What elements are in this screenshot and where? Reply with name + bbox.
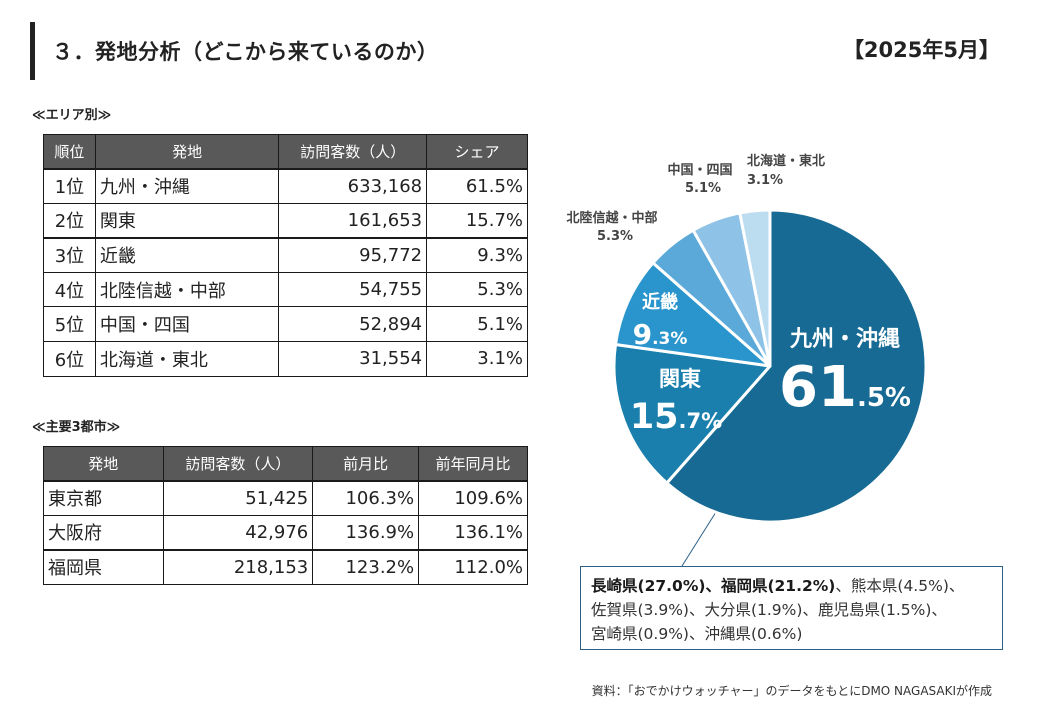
city-table: 発地 訪問客数（人） 前月比 前年同月比 東京都 51,425 106.3% 1… [43,446,528,585]
rank-cell: 2位 [43,202,96,239]
report-period: 【2025年5月】 [842,38,1000,62]
pie-slice [665,208,928,524]
table-row: 東京都 51,425 106.3% 109.6% [43,479,528,516]
origin-cell: 九州・沖縄 [94,167,280,204]
slice-value: 61.5% [779,355,911,420]
slice-value: 5.3% [597,229,633,244]
share-cell: 15.7% [426,202,528,239]
yoy-cell: 112.0% [418,548,528,585]
origin-cell: 中国・四国 [94,306,280,342]
mom-cell: 123.2% [312,548,420,585]
visitors-cell: 218,153 [162,548,314,585]
area-section-label: ≪エリア別≫ [32,108,112,123]
share-cell: 9.3% [426,236,528,273]
rank-cell: 3位 [43,236,96,273]
column-header-origin: 発地 [94,134,280,169]
source-note: 資料：「おでかけウォッチャー」のデータをもとにDMO NAGASAKIが作成 [591,684,992,698]
pie-slice [613,261,772,368]
share-cell: 61.5% [426,167,528,204]
note-leader-line [681,511,717,567]
slice-label: 北陸信越・中部 [566,210,657,226]
share-cell: 3.1% [426,340,528,377]
pie-slice [738,208,772,368]
note-line-2: 佐賀県(3.9%)、大分県(1.9%)、鹿児島県(1.5%)、 [591,601,947,619]
column-header-visitors: 訪問客数（人） [162,446,314,481]
area-table: 順位 発地 訪問客数（人） シェア 1位 九州・沖縄 633,168 61.5%… [43,134,528,377]
visitors-cell: 42,976 [162,514,314,551]
visitors-cell: 633,168 [278,167,428,204]
origin-cell: 福岡県 [43,548,164,585]
column-header-mom: 前月比 [312,446,420,481]
slice-value: 5.1% [685,181,721,196]
table-row: 3位 近畿 95,772 9.3% [43,236,528,273]
origin-cell: 東京都 [43,479,164,516]
table-row: 福岡県 218,153 123.2% 112.0% [43,548,528,585]
pie-slice [612,343,772,485]
yoy-cell: 109.6% [418,479,528,516]
origin-cell: 近畿 [94,236,280,273]
visitors-cell: 31,554 [278,340,428,377]
table-row: 6位 北海道・東北 31,554 3.1% [43,340,528,377]
origin-cell: 北陸信越・中部 [94,271,280,308]
rank-cell: 6位 [43,340,96,377]
slice-label: 関東 [659,367,701,391]
note-line-1-rest: 、熊本県(4.5%)、 [835,577,965,595]
kyushu-breakdown-note: 長崎県(27.0%)、福岡県(21.2%)、熊本県(4.5%)、 佐賀県(3.9… [580,566,1003,650]
origin-cell: 関東 [94,202,280,239]
mom-cell: 136.9% [312,514,420,551]
origin-cell: 北海道・東北 [94,340,280,377]
visitors-cell: 95,772 [278,236,428,273]
visitors-cell: 161,653 [278,202,428,239]
visitors-cell: 51,425 [162,479,314,516]
city-section-label: ≪主要3都市≫ [32,420,121,435]
visitors-cell: 54,755 [278,271,428,308]
slice-value: 3.1% [747,173,783,188]
table-row: 4位 北陸信越・中部 54,755 5.3% [43,271,528,308]
share-cell: 5.1% [426,306,528,342]
slice-value: 9.3% [633,318,688,351]
table-row: 2位 関東 161,653 15.7% [43,202,528,239]
note-line-3: 宮崎県(0.9%)、沖縄県(0.6%) [591,625,803,643]
column-header-origin: 発地 [43,446,164,481]
column-header-rank: 順位 [43,134,96,169]
title-accent-bar [30,22,35,80]
table-row: 1位 九州・沖縄 633,168 61.5% [43,167,528,204]
slice-label: 北海道・東北 [747,153,825,169]
note-line-1: 長崎県(27.0%)、福岡県(21.2%)、熊本県(4.5%)、 [591,574,992,598]
slice-label: 近畿 [642,291,678,313]
table-row: 大阪府 42,976 136.9% 136.1% [43,514,528,551]
page-title: ３．発地分析（どこから来ているのか） [52,40,439,64]
note-highlight: 長崎県(27.0%)、福岡県(21.2%) [591,577,836,595]
slice-label: 九州・沖縄 [789,327,900,352]
slice-label: 中国・四国 [667,162,732,178]
column-header-visitors: 訪問客数（人） [278,134,428,169]
rank-cell: 4位 [43,271,96,308]
mom-cell: 106.3% [312,479,420,516]
slice-value: 15.7% [630,397,722,437]
